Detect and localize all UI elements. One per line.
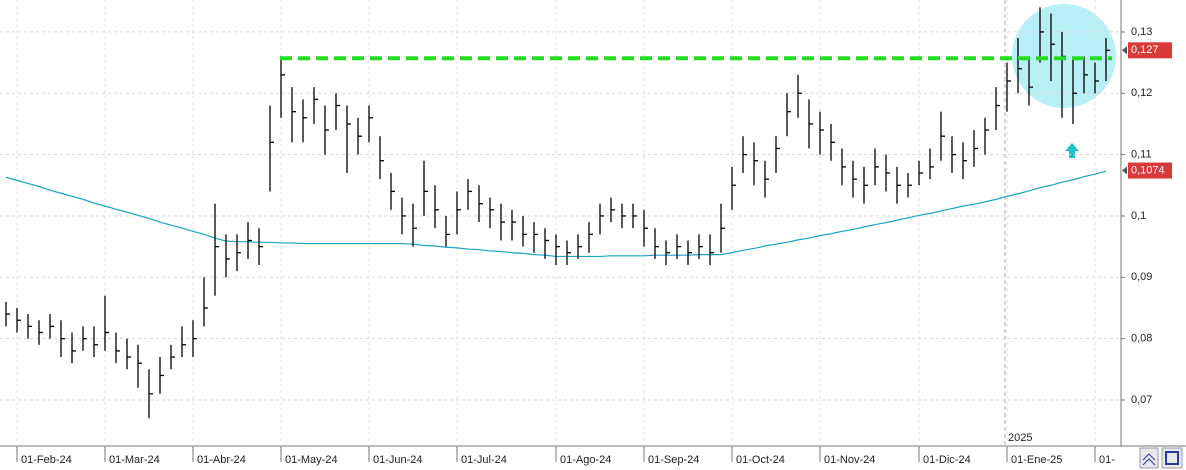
x-tick-label: 01-Dic-24 <box>923 454 971 466</box>
y-tick-label: 0,11 <box>1131 149 1152 161</box>
x-tick-label: 01-Feb-24 <box>21 454 72 466</box>
x-tick-label: 01-Jul-24 <box>461 454 507 466</box>
x-tick-label: 01-Jun-24 <box>373 454 423 466</box>
price-label-box <box>1128 42 1172 59</box>
x-tick-label: 01-Sep-24 <box>648 454 699 466</box>
x-tick-label: 01-Oct-24 <box>736 454 785 466</box>
x-tick-label: 01-Abr-24 <box>197 454 246 466</box>
y-tick-label: 0,09 <box>1131 271 1152 283</box>
price-label: 0,127 <box>1131 44 1159 56</box>
price-pointer <box>1122 166 1127 175</box>
arrow <box>1065 143 1079 158</box>
x-tick-label: 01-Mar-24 <box>109 454 160 466</box>
y-tick-label: 0,13 <box>1131 26 1152 38</box>
x-tick-label: 01-Ago-24 <box>560 454 611 466</box>
scroll-button[interactable] <box>1139 447 1159 469</box>
price-pointer <box>1122 46 1127 55</box>
x-tick-label: 01- <box>1099 454 1115 466</box>
y-tick-label: 0,12 <box>1131 87 1152 99</box>
price-label-box <box>1128 162 1172 179</box>
x-tick-label: 01-May-24 <box>285 454 338 466</box>
x-tick-label: 01-Nov-24 <box>824 454 875 466</box>
save-icon <box>1165 451 1179 465</box>
scroll-icon <box>1142 453 1156 466</box>
y-tick-label: 0,1 <box>1131 210 1146 222</box>
y-tick-label: 0,07 <box>1131 394 1152 406</box>
year-label: 2025 <box>1008 432 1032 444</box>
price-label: 0,1074 <box>1131 164 1165 176</box>
y-tick-label: 0,08 <box>1131 333 1152 345</box>
x-tick-label: 01-Ene-25 <box>1011 454 1062 466</box>
